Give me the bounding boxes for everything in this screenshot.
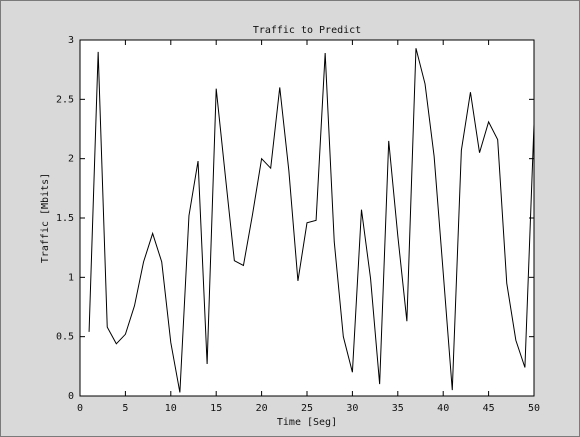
y-tick-label: 3 (68, 35, 74, 46)
tick-layer: 0 5 10 15 20 25 30 35 40 45 50 0 0.5 1 1.5 2 2.5 3 (56, 35, 540, 414)
x-tick-label: 35 (392, 403, 404, 414)
x-tick-label: 10 (165, 403, 177, 414)
x-tick-label: 5 (122, 403, 128, 414)
y-axis-label: Traffic [Mbits] (40, 173, 51, 263)
x-tick-label: 30 (346, 403, 358, 414)
y-tick-label: 1.5 (56, 213, 74, 224)
x-tick-label: 0 (77, 403, 83, 414)
y-tick-label: 0 (68, 391, 74, 402)
x-tick-label: 15 (210, 403, 222, 414)
plot-area (79, 39, 535, 397)
x-tick-label: 40 (437, 403, 449, 414)
x-tick-label: 50 (528, 403, 540, 414)
traffic-line (88, 48, 535, 393)
x-axis-label: Time [Seg] (277, 417, 337, 428)
y-tick-label: 2 (68, 154, 74, 165)
x-tick-label: 20 (256, 403, 268, 414)
x-tick-label: 45 (483, 403, 495, 414)
y-tick-label: 0.5 (56, 332, 74, 343)
y-tick-label: 1 (68, 272, 74, 283)
y-tick-label: 2.5 (56, 94, 74, 105)
chart-title: Traffic to Predict (253, 25, 361, 36)
x-tick-label: 25 (301, 403, 313, 414)
